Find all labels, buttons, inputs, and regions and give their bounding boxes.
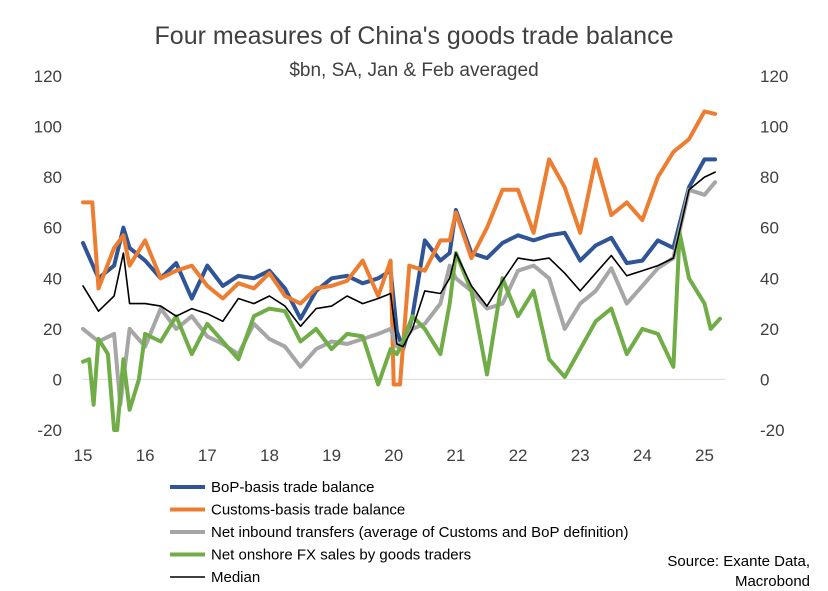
x-tick-label: 25: [695, 446, 714, 465]
y-tick-label-left: 80: [43, 168, 62, 187]
y-tick-label-right: 100: [760, 118, 788, 137]
legend-label: BoP-basis trade balance: [211, 479, 374, 496]
legend-label: Median: [211, 569, 260, 586]
legend-label: Net onshore FX sales by goods traders: [211, 547, 471, 564]
x-tick-label: 24: [633, 446, 652, 465]
series-line-net: [81, 230, 722, 432]
x-axis: 15 16 17 18 19 20 21 22 23 24 25: [74, 446, 714, 465]
chart-title: Four measures of China's goods trade bal…: [155, 22, 674, 50]
x-tick-label: 17: [198, 446, 217, 465]
x-tick-label: 21: [446, 446, 465, 465]
x-tick-label: 19: [322, 446, 341, 465]
legend-label: Customs-basis trade balance: [211, 502, 405, 519]
y-axis-right: -20 0 20 40 60 80 100 120: [760, 67, 788, 440]
y-tick-label-left: 60: [43, 219, 62, 238]
y-tick-label-right: 60: [760, 219, 779, 238]
y-tick-label-left: 100: [34, 118, 62, 137]
x-tick-label: 18: [260, 446, 279, 465]
chart-subtitle: $bn, SA, Jan & Feb averaged: [289, 60, 538, 81]
y-tick-label-right: 120: [760, 67, 788, 86]
legend-label: Net inbound transfers (average of Custom…: [211, 524, 628, 541]
source-line-1: Source: Exante Data,: [667, 553, 810, 570]
series-line-bopbasis: [81, 157, 718, 352]
y-tick-label-right: 80: [760, 168, 779, 187]
y-tick-label-right: -20: [760, 421, 785, 440]
x-tick-label: 15: [74, 446, 93, 465]
y-tick-label-left: -20: [37, 421, 62, 440]
x-tick-label: 20: [384, 446, 403, 465]
series-line-customsbasis: [81, 109, 718, 387]
y-tick-label-left: 40: [43, 269, 62, 288]
x-tick-label: 23: [571, 446, 590, 465]
y-tick-label-right: 20: [760, 320, 779, 339]
legend: BoP-basis trade balance Customs-basis tra…: [170, 479, 628, 586]
y-tick-label-right: 40: [760, 269, 779, 288]
y-tick-label-right: 0: [760, 370, 769, 389]
y-tick-label-left: 20: [43, 320, 62, 339]
y-tick-label-left: 0: [53, 370, 62, 389]
x-tick-label: 22: [509, 446, 528, 465]
y-tick-label-left: 120: [34, 67, 62, 86]
y-axis-left: -20 0 20 40 60 80 100 120: [34, 67, 62, 440]
x-tick-label: 16: [136, 446, 155, 465]
series-lines: [81, 109, 722, 432]
source-line-2: Macrobond: [735, 573, 810, 590]
series-line-median: [82, 171, 716, 348]
